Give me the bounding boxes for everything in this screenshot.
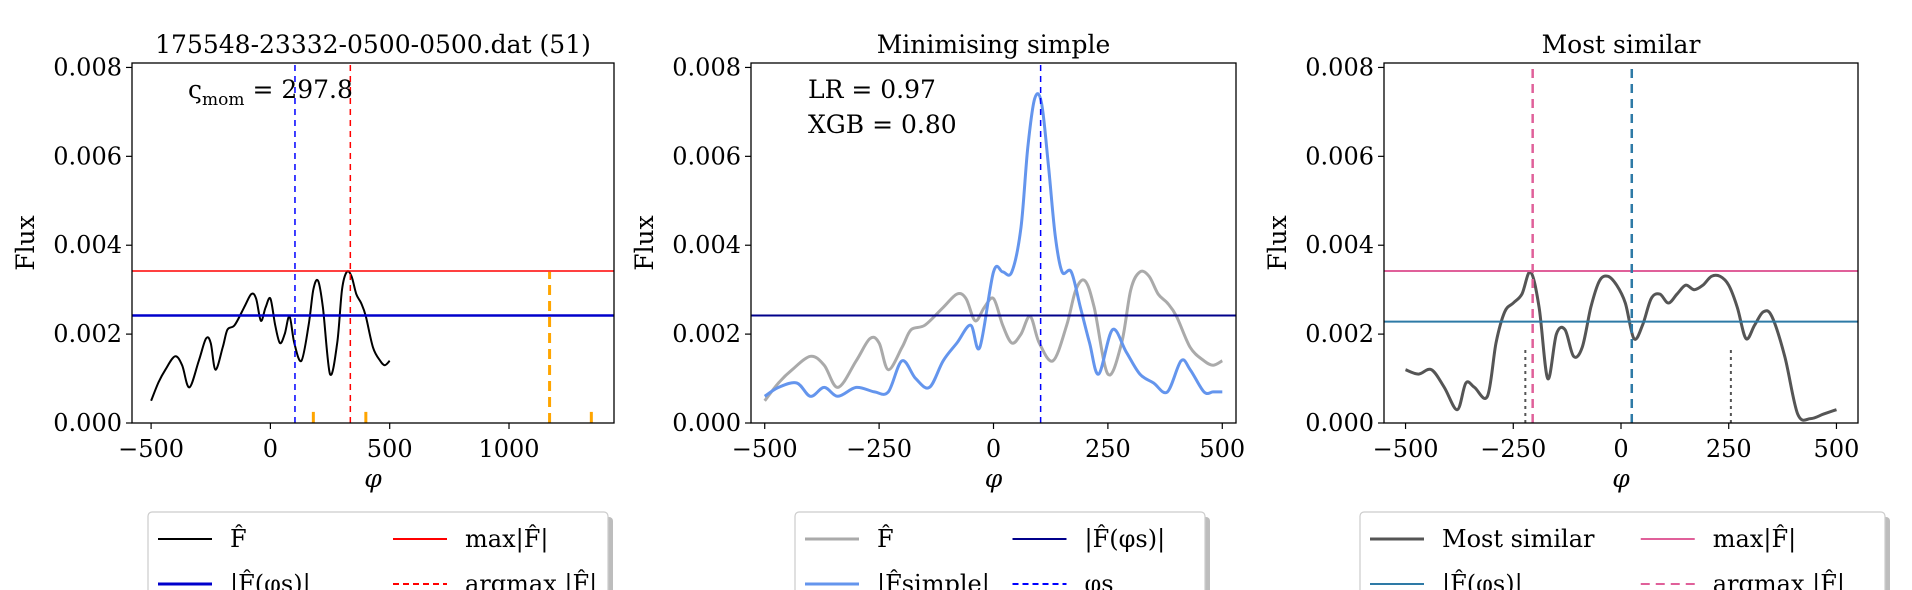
series-1-line <box>763 269 1224 402</box>
chart-panel-1: −500 0 500 1000 0.000 0.002 0.004 0.006 0.008 175… <box>11 30 615 590</box>
y-tick-label: 0.008 <box>53 53 122 81</box>
annotation-text: LR = 0.97 <box>808 75 936 104</box>
x-tick-label: −250 <box>846 435 912 463</box>
x-tick-label: −250 <box>1480 435 1546 463</box>
legend-frame <box>1359 511 1886 590</box>
legend-label: max|F̂| <box>465 525 548 554</box>
y-tick-label: 0.002 <box>53 320 122 348</box>
y-tick-label: 0.000 <box>53 409 122 437</box>
x-tick-label: −500 <box>1373 435 1439 463</box>
chart-title: Minimising simple <box>877 30 1111 59</box>
legend-frame <box>794 511 1206 590</box>
x-tick-label: 500 <box>367 435 413 463</box>
y-tick-label: 0.006 <box>672 142 741 170</box>
annotation-text: XGB = 0.80 <box>808 110 957 139</box>
legend-label: |F̂(φs)| <box>230 570 311 590</box>
y-tick-label: 0.004 <box>672 231 741 259</box>
y-tick-label: 0.002 <box>1305 320 1374 348</box>
legend-label: |F̂(φs)| <box>1085 525 1166 554</box>
plot-area <box>1384 63 1858 423</box>
x-tick-label: 0 <box>263 435 278 463</box>
y-tick-label: 0.006 <box>53 142 122 170</box>
legend-label: |F̂(φs)| <box>1442 570 1523 590</box>
annotation-symbol: ς <box>188 75 202 104</box>
annotation-symbol: XGB = 0.80 <box>808 110 957 139</box>
legend-label: F̂ <box>877 525 894 553</box>
y-tick-label: 0.008 <box>1305 53 1374 81</box>
chart-title: Most similar <box>1542 30 1701 59</box>
series-1-line <box>1404 270 1837 422</box>
legend: F̂ |F̂(φs)| max|F̂| argmax |F̂| <box>147 511 613 590</box>
x-tick-label: 1000 <box>478 435 539 463</box>
annotation-subscript: mom <box>202 90 244 110</box>
series-2-line <box>763 92 1223 398</box>
x-tick-label: −500 <box>732 435 798 463</box>
x-tick-label: 250 <box>1706 435 1752 463</box>
x-tick-label: 0 <box>986 435 1001 463</box>
chart-panel-2: −500 −250 0 250 500 0.000 0.002 0.004 0.006 0.008… <box>630 30 1245 590</box>
x-axis-label: φ <box>1612 464 1630 493</box>
x-tick-label: 250 <box>1085 435 1131 463</box>
legend-label: argmax |F̂| <box>465 570 597 590</box>
y-axis-label: Flux <box>11 215 40 271</box>
legend: F̂ |F̂simple| |F̂(φs)| φs <box>794 511 1210 590</box>
annotation-text: ςmom = 297.8 <box>188 75 353 110</box>
chart-panel-3: −500 −250 0 250 500 0.000 0.002 0.004 0.006 0.008… <box>1263 30 1890 590</box>
legend-label: |F̂simple| <box>877 570 990 590</box>
legend-frame <box>147 511 609 590</box>
x-axis-label: φ <box>985 464 1003 493</box>
series-1-line <box>150 270 391 402</box>
y-tick-label: 0.004 <box>53 231 122 259</box>
legend: Most similar |F̂(φs)| max|F̂| argmax |F̂| <box>1359 511 1890 590</box>
y-axis-label: Flux <box>630 215 659 271</box>
annotation-symbol: LR = 0.97 <box>808 75 936 104</box>
axes-frame <box>131 62 615 424</box>
y-tick-label: 0.008 <box>672 53 741 81</box>
x-axis-label: φ <box>364 464 382 493</box>
chart-title: 175548-23332-0500-0500.dat (51) <box>155 30 591 59</box>
x-tick-label: 500 <box>1199 435 1245 463</box>
y-tick-label: 0.002 <box>672 320 741 348</box>
x-tick-label: 0 <box>1613 435 1628 463</box>
y-axis-label: Flux <box>1263 215 1292 271</box>
y-tick-label: 0.000 <box>672 409 741 437</box>
legend-label: max|F̂| <box>1713 525 1796 554</box>
x-tick-label: 500 <box>1814 435 1860 463</box>
y-tick-label: 0.006 <box>1305 142 1374 170</box>
legend-label: φs <box>1085 570 1114 590</box>
annotation-value: = 297.8 <box>245 75 353 104</box>
plot-area <box>751 63 1236 423</box>
x-tick-label: −500 <box>118 435 184 463</box>
plot-area <box>132 63 614 423</box>
legend-label: F̂ <box>230 525 247 553</box>
legend-label: argmax |F̂| <box>1713 570 1845 590</box>
y-tick-label: 0.000 <box>1305 409 1374 437</box>
legend-label: Most similar <box>1442 525 1595 553</box>
y-tick-label: 0.004 <box>1305 231 1374 259</box>
